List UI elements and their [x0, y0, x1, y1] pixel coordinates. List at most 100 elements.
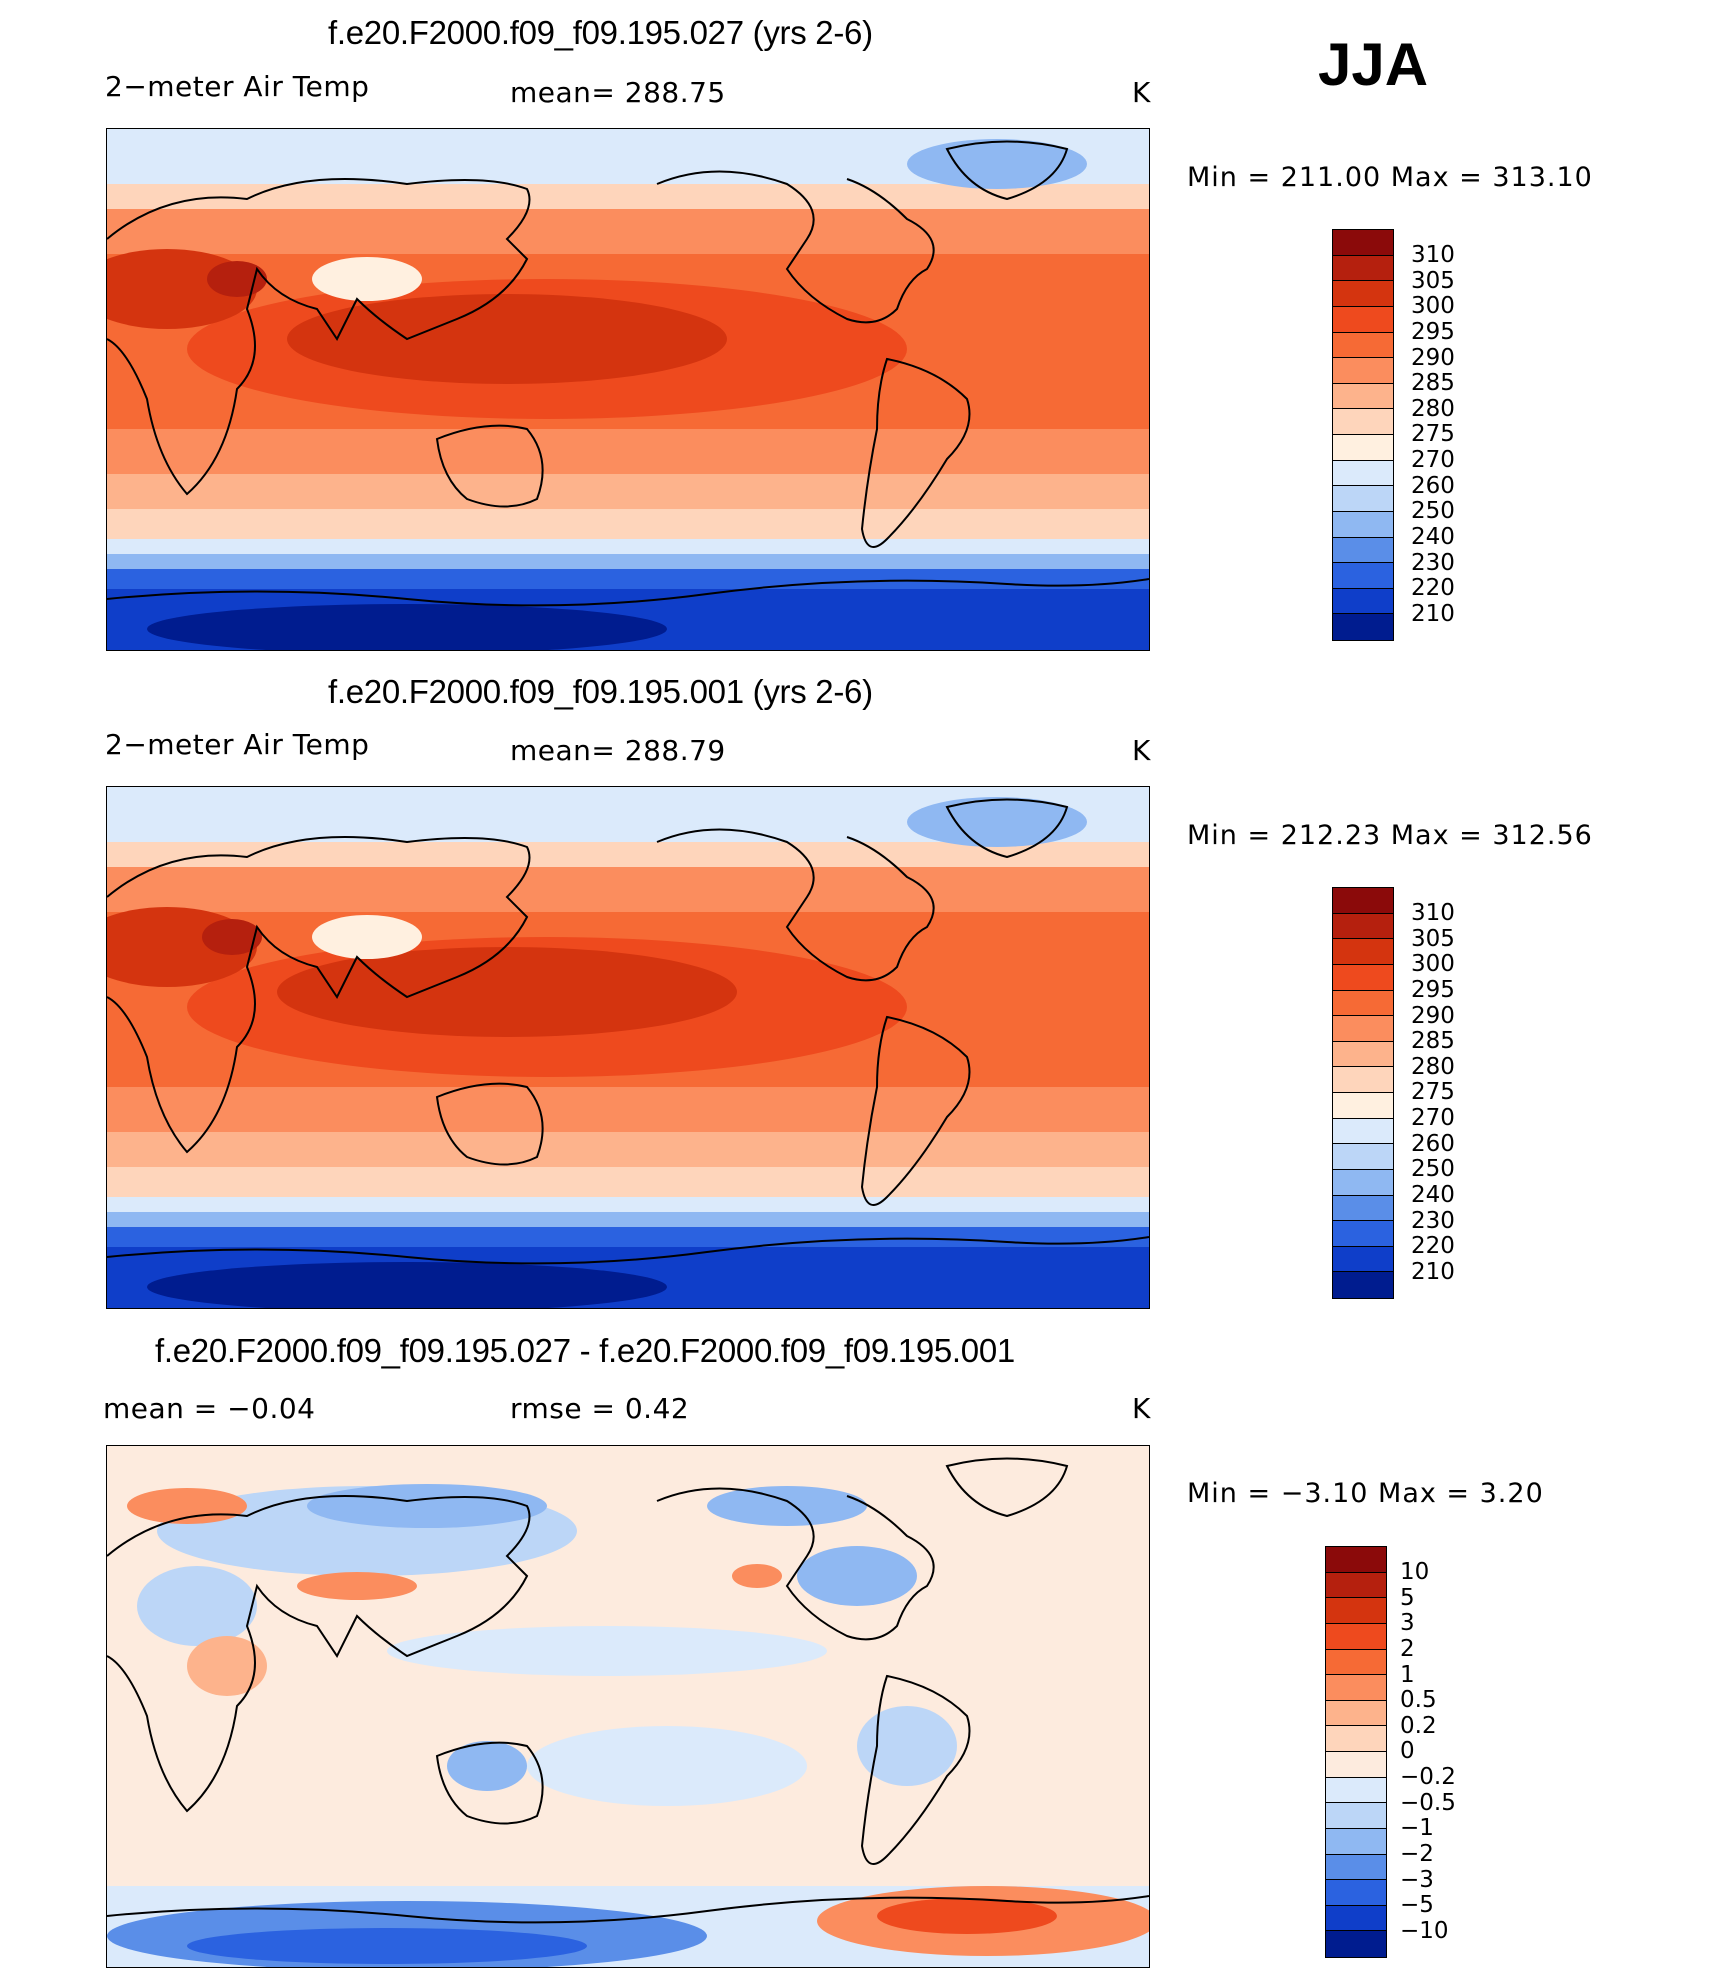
- colorbar-cell: [1333, 281, 1393, 307]
- australia-outline: [435, 424, 544, 508]
- colorbar-label: 220: [1411, 575, 1455, 602]
- colorbar-label: 290: [1411, 1002, 1455, 1029]
- north-america-outline: [656, 1487, 935, 1641]
- colorbar-label: 260: [1411, 1130, 1455, 1157]
- colorbar-cell: [1333, 306, 1393, 333]
- colorbar-cell: [1326, 1598, 1386, 1624]
- colorbar-label: 10: [1400, 1559, 1430, 1585]
- colorbar-cell: [1333, 939, 1393, 965]
- colorbar-label: −3: [1400, 1866, 1434, 1893]
- colorbar-cell: [1326, 1803, 1386, 1829]
- panel-2-colorbar: [1332, 887, 1394, 1299]
- eurasia-africa-outline: [107, 178, 531, 496]
- colorbar-label: −2: [1400, 1840, 1434, 1867]
- season-label: JJA: [1318, 31, 1429, 98]
- colorbar-cell: [1333, 588, 1393, 615]
- colorbar-label: −0.2: [1400, 1764, 1456, 1790]
- eurasia-africa-outline: [107, 836, 531, 1154]
- panel-2-mean-label: mean= 288.79: [510, 734, 726, 767]
- colorbar-cell: [1326, 1572, 1386, 1599]
- greenland-outline: [945, 140, 1069, 201]
- antarctic-edge: [107, 1227, 1149, 1247]
- southern-cold-1: [107, 539, 1149, 554]
- greenland-cold: [907, 797, 1087, 847]
- colorbar-label: 210: [1411, 600, 1455, 627]
- colorbar-cell: [1333, 358, 1393, 384]
- colorbar-label: 295: [1411, 318, 1455, 345]
- greenland-outline: [945, 1457, 1069, 1518]
- colorbar-cell: [1326, 1726, 1386, 1752]
- colorbar-cell: [1326, 1623, 1386, 1650]
- colorbar-label: 210: [1411, 1258, 1455, 1285]
- colorbar-label: 250: [1411, 1156, 1455, 1183]
- southern-subtropics: [107, 1087, 1149, 1132]
- colorbar-cell: [1333, 1041, 1393, 1068]
- panel-2-units: K: [1132, 734, 1151, 767]
- colorbar-label: −1: [1400, 1815, 1434, 1842]
- panel-1-colorbar: [1332, 229, 1394, 641]
- tropical-pacific-slight: [387, 1626, 827, 1676]
- colorbar-cells: [1333, 230, 1393, 640]
- colorbar-cell: [1333, 383, 1393, 410]
- colorbar-label: 240: [1411, 1181, 1455, 1208]
- colorbar-label: 300: [1411, 293, 1455, 320]
- panel-3-map-svg: [107, 1446, 1149, 1967]
- panel-2-map-svg: [107, 787, 1149, 1308]
- colorbar-label: −10: [1400, 1917, 1449, 1944]
- colorbar-cell: [1326, 1931, 1386, 1957]
- panel-3-colorbar: [1325, 1546, 1387, 1958]
- colorbar-label: 5: [1400, 1584, 1415, 1611]
- colorbar-label: 240: [1411, 523, 1455, 550]
- colorbar-label: 300: [1411, 951, 1455, 978]
- antarctica-outline: [107, 1236, 1149, 1265]
- panel-3-colorbar-labels: 10 5 3 2 1 0.5 0.2 0 −0.2 −0.5 −1 −2 −3 −5 −10: [1400, 1559, 1510, 1944]
- colorbar-label: −5: [1400, 1892, 1434, 1919]
- australia-outline: [435, 1082, 544, 1166]
- colorbar-label: 220: [1411, 1233, 1455, 1260]
- colorbar-label: −0.5: [1400, 1789, 1456, 1816]
- colorbar-label: 3: [1400, 1610, 1415, 1637]
- panel-2-minmax: Min = 212.23 Max = 312.56: [1187, 820, 1593, 851]
- tibet-cool: [312, 257, 422, 301]
- north-america-outline: [656, 828, 935, 982]
- colorbar-label: 0.2: [1400, 1712, 1437, 1739]
- panel-1-variable-label: 2−meter Air Temp: [105, 70, 370, 103]
- siberia-cool-anomaly: [307, 1484, 547, 1528]
- colorbar-label: 260: [1411, 472, 1455, 499]
- colorbar-cell: [1333, 1272, 1393, 1298]
- colorbar-label: 270: [1411, 447, 1455, 473]
- southern-midlat: [107, 474, 1149, 509]
- southern-midlat: [107, 1132, 1149, 1167]
- antarctica-outline: [107, 578, 1149, 607]
- panel-2-map: [106, 786, 1150, 1309]
- tibet-cool: [312, 915, 422, 959]
- colorbar-label: 0.5: [1400, 1687, 1437, 1714]
- colorbar-label: 295: [1411, 976, 1455, 1003]
- panel-1-title: f.e20.F2000.f09_f09.195.027 (yrs 2-6): [328, 14, 873, 51]
- colorbar-label: 310: [1411, 242, 1455, 268]
- colorbar-label: 0: [1400, 1738, 1415, 1765]
- colorbar-cell: [1333, 1118, 1393, 1145]
- colorbar-label: 1: [1400, 1661, 1415, 1688]
- asia-warm-anomaly: [297, 1572, 417, 1600]
- arabia-hot: [202, 919, 262, 955]
- panel-1-units: K: [1132, 76, 1151, 109]
- northern-midlat-band: [107, 209, 1149, 254]
- south-america-outline: [860, 1015, 971, 1206]
- colorbar-cell: [1333, 332, 1393, 359]
- colorbar-cell: [1326, 1854, 1386, 1881]
- north-america-outline: [656, 170, 935, 324]
- colorbar-label: 275: [1411, 1079, 1455, 1106]
- panel-1-map-svg: [107, 129, 1149, 650]
- arabia-hot: [207, 261, 267, 297]
- sa-cool-anomaly: [857, 1706, 957, 1786]
- colorbar-cell: [1333, 435, 1393, 461]
- na-cool-anomaly: [797, 1546, 917, 1606]
- warm-pool-core: [287, 294, 727, 384]
- colorbar-cell: [1333, 511, 1393, 538]
- panel-1-mean-label: mean= 288.75: [510, 76, 726, 109]
- coastlines: [107, 798, 1149, 1265]
- colorbar-label: 305: [1411, 267, 1455, 294]
- colorbar-cell: [1326, 1905, 1386, 1932]
- northern-midlat-band: [107, 867, 1149, 912]
